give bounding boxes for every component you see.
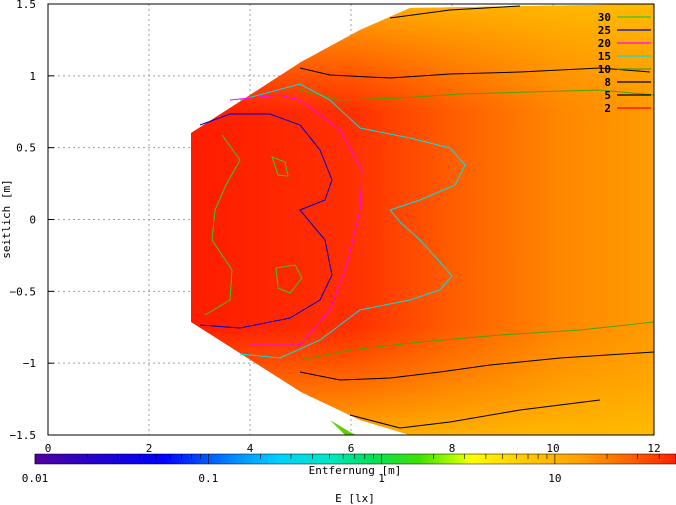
contour-30-hotspot-bottom: [275, 264, 303, 294]
contour-30: [204, 134, 241, 316]
x-axis-ticks: 0 2 4 6 8 10 12: [45, 442, 661, 455]
contour-2-bottom: [349, 399, 601, 429]
legend-label: 2: [604, 102, 611, 115]
contour-lines: [199, 5, 654, 429]
colorbar-tick-label: 0.1: [198, 472, 218, 485]
legend-label: 25: [598, 24, 611, 37]
colorbar-label: E [lx]: [335, 492, 375, 505]
x-tick-label: 4: [247, 442, 254, 455]
legend-label: 20: [598, 37, 611, 50]
x-tick-label: 8: [449, 442, 456, 455]
contour-10-bottom: [299, 321, 654, 361]
y-tick-label: 1: [29, 70, 36, 83]
x-tick-label: 10: [546, 442, 559, 455]
colorbar-tick-label: 1: [378, 472, 385, 485]
illuminance-field-edge-fade: [191, 4, 654, 435]
x-tick-label: 0: [45, 442, 52, 455]
y-axis-label: seitlich [m]: [0, 179, 13, 258]
legend-label: 15: [598, 50, 611, 63]
colorbar-tick-label: 10: [548, 472, 561, 485]
x-axis-label: Entfernung [m]: [309, 464, 402, 477]
y-tick-label: −0.5: [10, 285, 37, 298]
colorbar: [34, 453, 676, 465]
y-axis-ticks: 1.5 1 0.5 0 −0.5 −1 −1.5: [10, 0, 54, 442]
x-tick-label: 6: [348, 442, 355, 455]
legend-label: 8: [604, 76, 611, 89]
legend-label: 30: [598, 11, 611, 24]
contour-30-hotspot-top: [271, 156, 289, 177]
contour-15: [239, 83, 466, 359]
y-tick-label: −1.5: [10, 429, 37, 442]
x-tick-label: 12: [647, 442, 660, 455]
colorbar-tick-label: 0.01: [22, 472, 49, 485]
x-tick-label: 2: [146, 442, 153, 455]
legend-label: 5: [604, 89, 611, 102]
contour-5-top: [299, 67, 651, 79]
colorbar-ticks: 0.01 0.1 1 10: [22, 454, 676, 485]
y-tick-label: 0: [29, 214, 36, 227]
contour-2-top: [389, 5, 521, 19]
contour-20: [229, 94, 363, 346]
contour-10: [299, 89, 654, 101]
y-tick-label: 0.5: [16, 142, 36, 155]
contour-25: [199, 113, 333, 329]
y-tick-label: −1: [23, 357, 36, 370]
near-green-spot: [330, 420, 356, 435]
legend-label: 10: [598, 63, 611, 76]
y-tick-label: 1.5: [16, 0, 36, 11]
contour-5-bottom: [299, 351, 654, 381]
